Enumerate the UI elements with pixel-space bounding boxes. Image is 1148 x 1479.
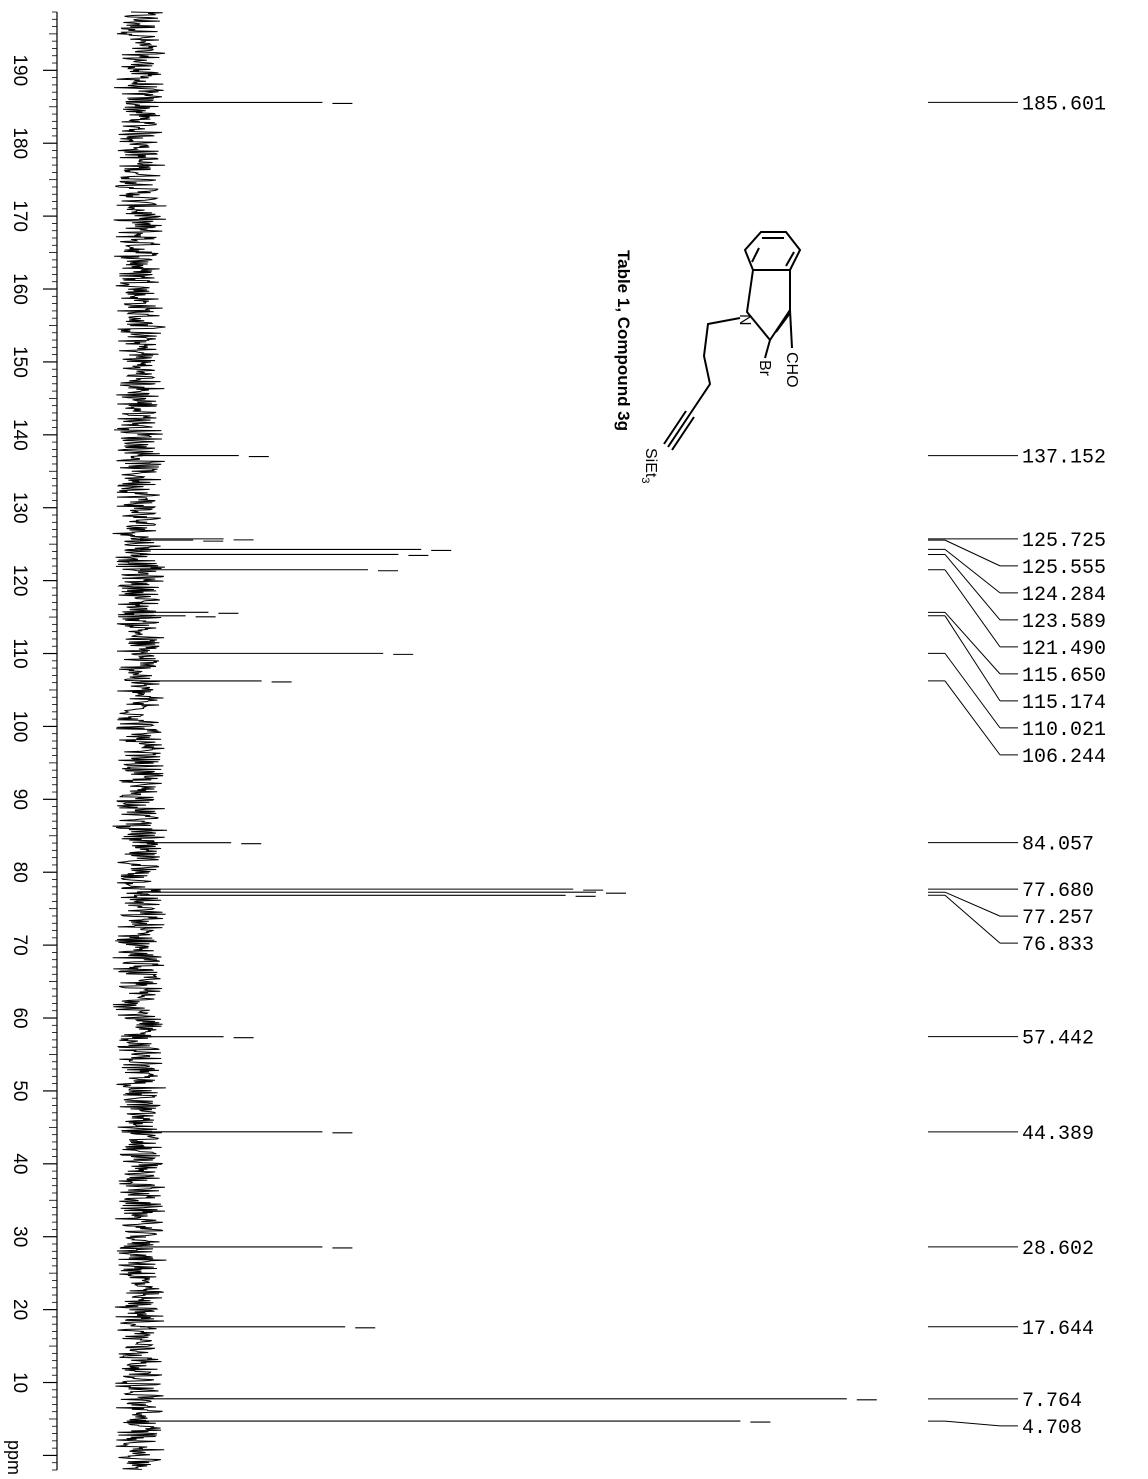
axis-tick-label: 160 [9, 273, 30, 305]
label-connector [944, 615, 1001, 702]
peak-label: 4.708 [1022, 1417, 1082, 1440]
structure-label-br: Br [756, 360, 773, 377]
structure-label-si-sub: 3 [639, 477, 651, 483]
axis-tick-label: 120 [9, 565, 30, 597]
peak-label: 137.152 [1022, 447, 1106, 470]
baseline-noise [112, 11, 168, 1470]
peak-label: 28.602 [1022, 1238, 1094, 1261]
peak-label: 44.389 [1022, 1123, 1094, 1146]
axis-tick-label: 70 [9, 935, 30, 956]
peak-label: 77.680 [1022, 880, 1094, 903]
noise-trace [112, 11, 168, 1470]
axis-tick-label: 170 [9, 200, 30, 232]
axis-tick-label: 90 [9, 789, 30, 810]
br-bond [764, 339, 771, 359]
axis-tick-label: 80 [9, 862, 30, 883]
label-connector [944, 569, 1001, 648]
peak-label: 76.833 [1022, 934, 1094, 957]
axis-tick-label: 180 [9, 127, 30, 159]
axis-tick-label: 60 [9, 1007, 30, 1028]
pyrrole-ring [745, 269, 791, 342]
axis-tick-label: 50 [9, 1080, 30, 1101]
chart-title: Table 1, Compound 3g [614, 250, 633, 431]
alkyne-bond [663, 410, 687, 445]
label-connector [944, 539, 1001, 567]
ppm-axis: 190 180 170 160 150 140 130 120 110 100 90 80 70 60 50… [9, 11, 58, 1471]
structure-label-sieth: SiEt3 [639, 448, 659, 483]
alkyne-bond [667, 413, 691, 448]
peak-label: 124.284 [1022, 584, 1106, 607]
label-connector [944, 680, 1001, 756]
axis-tick-label: 30 [9, 1226, 30, 1247]
cho-bond [789, 309, 793, 349]
label-connector [944, 1420, 1001, 1427]
peak-label: 106.244 [1022, 746, 1106, 769]
axis-tick-label: 10 [9, 1372, 30, 1393]
axis-tick-label: 130 [9, 492, 30, 524]
label-connector [944, 611, 1001, 675]
axis-tick-label: 40 [9, 1153, 30, 1174]
axis-tick-label: 140 [9, 419, 30, 451]
benzene-double-bond [751, 247, 760, 263]
peak-label: 115.174 [1022, 692, 1106, 715]
peak-label: 17.644 [1022, 1318, 1094, 1341]
peak-label: 125.555 [1022, 557, 1106, 580]
label-connector [944, 554, 1001, 621]
peak-label: 84.057 [1022, 834, 1094, 857]
structure-label-si-base: SiEt [642, 448, 659, 478]
axis-tick-label: 110 [9, 638, 30, 668]
alkyl-chain [689, 317, 741, 415]
peak-label: 115.650 [1022, 665, 1106, 688]
peak-lines [140, 101, 877, 1423]
label-connector [944, 653, 1001, 729]
label-connector [944, 548, 1001, 594]
axis-tick-label: 100 [9, 711, 30, 743]
chemical-structure [663, 231, 802, 451]
peak-label: 110.021 [1022, 719, 1106, 742]
peak-label: 57.442 [1022, 1028, 1094, 1051]
label-connector [944, 894, 1001, 944]
peak-label: 77.257 [1022, 907, 1094, 930]
peak-label: 125.725 [1022, 530, 1106, 553]
peak-label: 123.589 [1022, 611, 1106, 634]
axis-tick-label: 150 [9, 346, 30, 378]
peak-label: 185.601 [1022, 93, 1106, 116]
peak-labels: 185.601 137.152 125.725 125.555 124.284 123.5… [928, 93, 1106, 1440]
benzene-double-bond [785, 251, 795, 267]
axis-tick-label: 20 [9, 1299, 30, 1320]
peak-label: 7.764 [1022, 1390, 1082, 1413]
structure-label-n: N [736, 314, 753, 326]
label-connector [944, 891, 1001, 917]
alkyne-bond [671, 416, 695, 451]
x-axis-label: ppm [4, 1440, 24, 1475]
pyrrole-double-bond [775, 312, 791, 333]
axis-tick-label: 190 [9, 54, 30, 86]
structure-label-cho: CHO [783, 352, 800, 388]
peak-label: 121.490 [1022, 638, 1106, 661]
